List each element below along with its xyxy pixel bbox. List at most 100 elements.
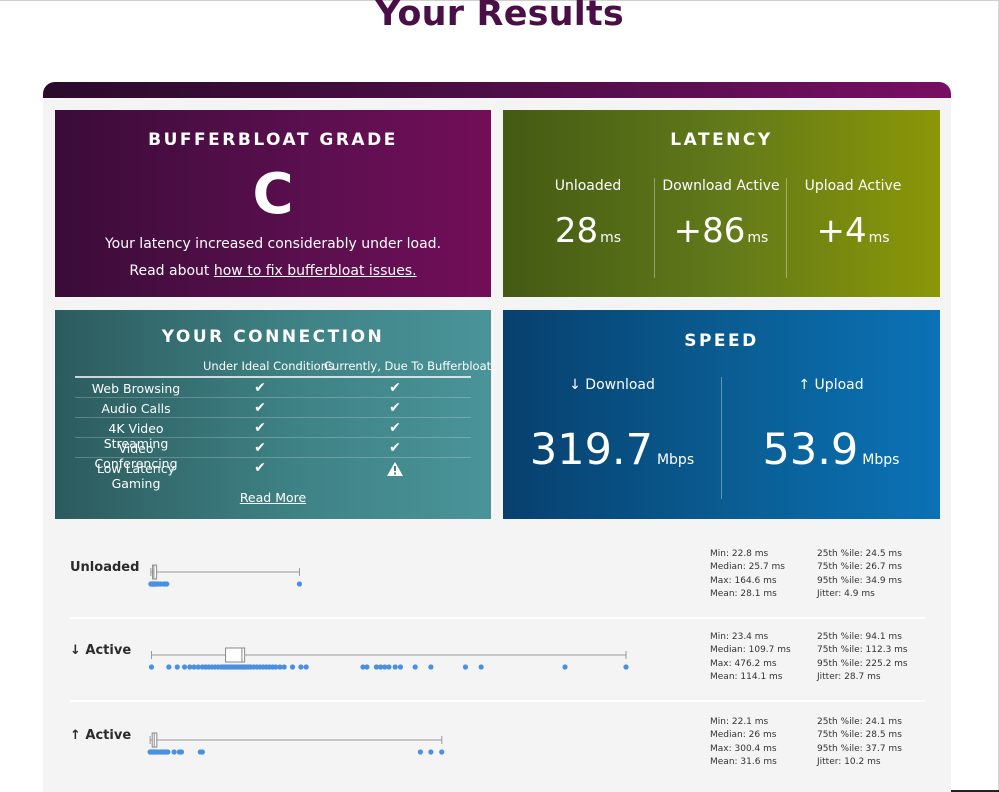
sample-dot (439, 749, 445, 755)
download-value: 319.7 Mbps (503, 425, 721, 475)
stat-line: 75th %ile: 28.5 ms (817, 730, 902, 741)
stat-line: Mean: 31.6 ms (710, 757, 777, 768)
latency-unit: ms (868, 230, 890, 246)
distribution-label: Unloaded (70, 560, 140, 575)
latency-upload-label: Upload Active (804, 178, 902, 194)
check-icon: ✔ (254, 460, 266, 476)
connection-card: YOUR CONNECTION Under Ideal Conditions C… (55, 310, 491, 519)
stat-line: Mean: 28.1 ms (710, 589, 777, 600)
upload-speed: ↑ Upload 53.9 Mbps (722, 377, 940, 497)
check-icon: ✔ (389, 380, 401, 396)
stat-line: Max: 300.4 ms (710, 743, 777, 754)
stats-right: 25th %ile: 24.5 ms 75th %ile: 26.7 ms 95th… (817, 548, 902, 602)
speed-unit: Mbps (862, 452, 900, 468)
latency-card: LATENCY Unloaded 28 ms Download Active +8… (503, 110, 940, 297)
upload-number: 53.9 (762, 425, 859, 475)
sample-dot (277, 664, 283, 670)
sample-dot (623, 664, 629, 670)
sample-dot (164, 581, 170, 587)
distribution-row: Unloaded Min: 22.8 ms Median: 25.7 ms Max: … (70, 549, 925, 644)
connection-row: Video Conferencing ✔ ✔ (75, 438, 471, 471)
speed-unit: Mbps (656, 452, 695, 468)
download-speed: ↓ Download 319.7 Mbps (503, 377, 721, 497)
current-conditions-header: Currently, Due To Bufferbloat (324, 359, 492, 373)
bufferbloat-grade-card: BUFFERBLOAT GRADE C Your latency increas… (55, 110, 491, 297)
stat-line: 25th %ile: 24.1 ms (817, 717, 902, 727)
latency-unloaded-number: 28 (554, 211, 599, 251)
top-border (0, 0, 999, 1)
sample-dot (392, 664, 398, 670)
speed-heading: SPEED (684, 331, 759, 351)
check-icon: ✔ (254, 400, 266, 416)
page-title: Your Results (375, 0, 624, 34)
latency-download-label: Download Active (662, 178, 780, 194)
stat-line: Mean: 114.1 ms (710, 672, 783, 683)
latency-upload-active: Upload Active +4 ms (787, 178, 919, 278)
sample-dot (373, 664, 379, 670)
stat-line: Min: 22.1 ms (710, 717, 769, 727)
connection-rows: Web Browsing ✔ ✔ Audio Calls ✔ ✔ 4K Video Stre… (75, 378, 471, 491)
connection-use-case: Web Browsing (91, 381, 181, 396)
latency-download-value: +86 ms (655, 211, 787, 251)
download-number: 319.7 (529, 425, 653, 475)
grade-letter: C (252, 162, 294, 227)
sample-dot (417, 749, 423, 755)
stats-left: Min: 23.4 ms Median: 109.7 ms Max: 476.2 m… (710, 631, 791, 685)
sample-dot (178, 749, 185, 755)
latency-heading: LATENCY (670, 130, 773, 150)
stat-line: Median: 109.7 ms (710, 645, 791, 656)
stats-left: Min: 22.1 ms Median: 26 ms Max: 300.4 ms Me… (710, 716, 777, 770)
check-icon: ✔ (389, 420, 401, 436)
check-icon: ✔ (254, 420, 266, 436)
stat-line: Max: 476.2 ms (710, 658, 777, 669)
table-header-rule (75, 376, 471, 378)
latency-unloaded: Unloaded 28 ms (521, 178, 655, 278)
stat-line: 95th %ile: 225.2 ms (817, 658, 908, 669)
stat-line: Max: 164.6 ms (710, 575, 777, 586)
stat-line: Jitter: 4.9 ms (817, 589, 875, 600)
interquartile-box (152, 564, 158, 580)
latency-unit: ms (600, 230, 622, 246)
upload-label: ↑ Upload (798, 377, 864, 393)
stat-line: 75th %ile: 112.3 ms (817, 645, 908, 656)
sample-dot (289, 664, 296, 670)
sample-dot (377, 664, 384, 670)
box-plot (148, 564, 303, 587)
row-separator (70, 617, 925, 619)
connection-row: Audio Calls ✔ ✔ (75, 398, 471, 418)
sample-dot (199, 749, 205, 755)
grade-description: Your latency increased considerably unde… (104, 236, 442, 252)
connection-row: Web Browsing ✔ ✔ (75, 378, 471, 398)
interquartile-box (225, 647, 246, 663)
stat-line: Min: 23.4 ms (710, 632, 769, 642)
sample-dot (165, 749, 171, 755)
read-more-link[interactable]: Read More (239, 490, 307, 505)
stat-line: 25th %ile: 24.5 ms (817, 549, 902, 559)
check-icon: ✔ (254, 440, 266, 456)
results-header-bar (43, 82, 951, 99)
connection-table: Web Browsing ✔ ✔ Audio Calls ✔ ✔ 4K Video Stre… (75, 376, 471, 491)
sample-dot (462, 664, 469, 670)
connection-use-case: Low Latency Gaming (97, 461, 175, 491)
sample-dot (273, 664, 279, 670)
connection-heading: YOUR CONNECTION (161, 327, 385, 347)
sample-dot (296, 581, 303, 587)
fix-bufferbloat-link[interactable]: how to fix bufferbloat issues. (213, 263, 417, 279)
sample-dot (412, 664, 418, 670)
sample-dot (148, 664, 155, 670)
connection-use-case: Video Conferencing (94, 441, 178, 471)
grade-link-row: Read about how to fix bufferbloat issues… (55, 263, 491, 279)
connection-row: 4K Video Streaming ✔ ✔ (75, 418, 471, 451)
stat-line: Jitter: 28.7 ms (817, 672, 881, 683)
stat-line: Median: 26 ms (710, 730, 777, 741)
stat-line: 25th %ile: 94.1 ms (817, 632, 902, 642)
sample-dot (298, 664, 304, 670)
connection-row: Low Latency Gaming ✔ (75, 458, 471, 491)
latency-unloaded-value: 28 ms (521, 211, 655, 251)
check-icon: ✔ (389, 440, 401, 456)
sample-dot (171, 749, 177, 755)
sample-dot (428, 749, 434, 755)
sample-dot (386, 664, 392, 670)
sample-dot (281, 664, 287, 670)
latency-download-active: Download Active +86 ms (655, 178, 787, 278)
